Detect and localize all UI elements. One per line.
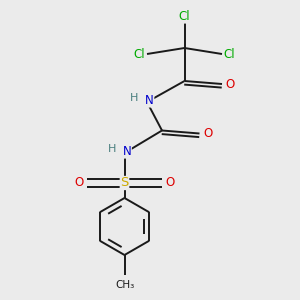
Text: H: H xyxy=(108,144,116,154)
Text: O: O xyxy=(74,176,83,190)
Text: CH₃: CH₃ xyxy=(115,280,134,290)
Text: N: N xyxy=(145,94,154,107)
Text: Cl: Cl xyxy=(224,47,235,61)
Text: S: S xyxy=(120,176,129,190)
Text: O: O xyxy=(203,127,212,140)
Text: Cl: Cl xyxy=(134,47,146,61)
Text: O: O xyxy=(166,176,175,190)
Text: Cl: Cl xyxy=(179,10,190,23)
Text: N: N xyxy=(122,145,131,158)
Text: H: H xyxy=(130,93,139,103)
Text: O: O xyxy=(226,77,235,91)
